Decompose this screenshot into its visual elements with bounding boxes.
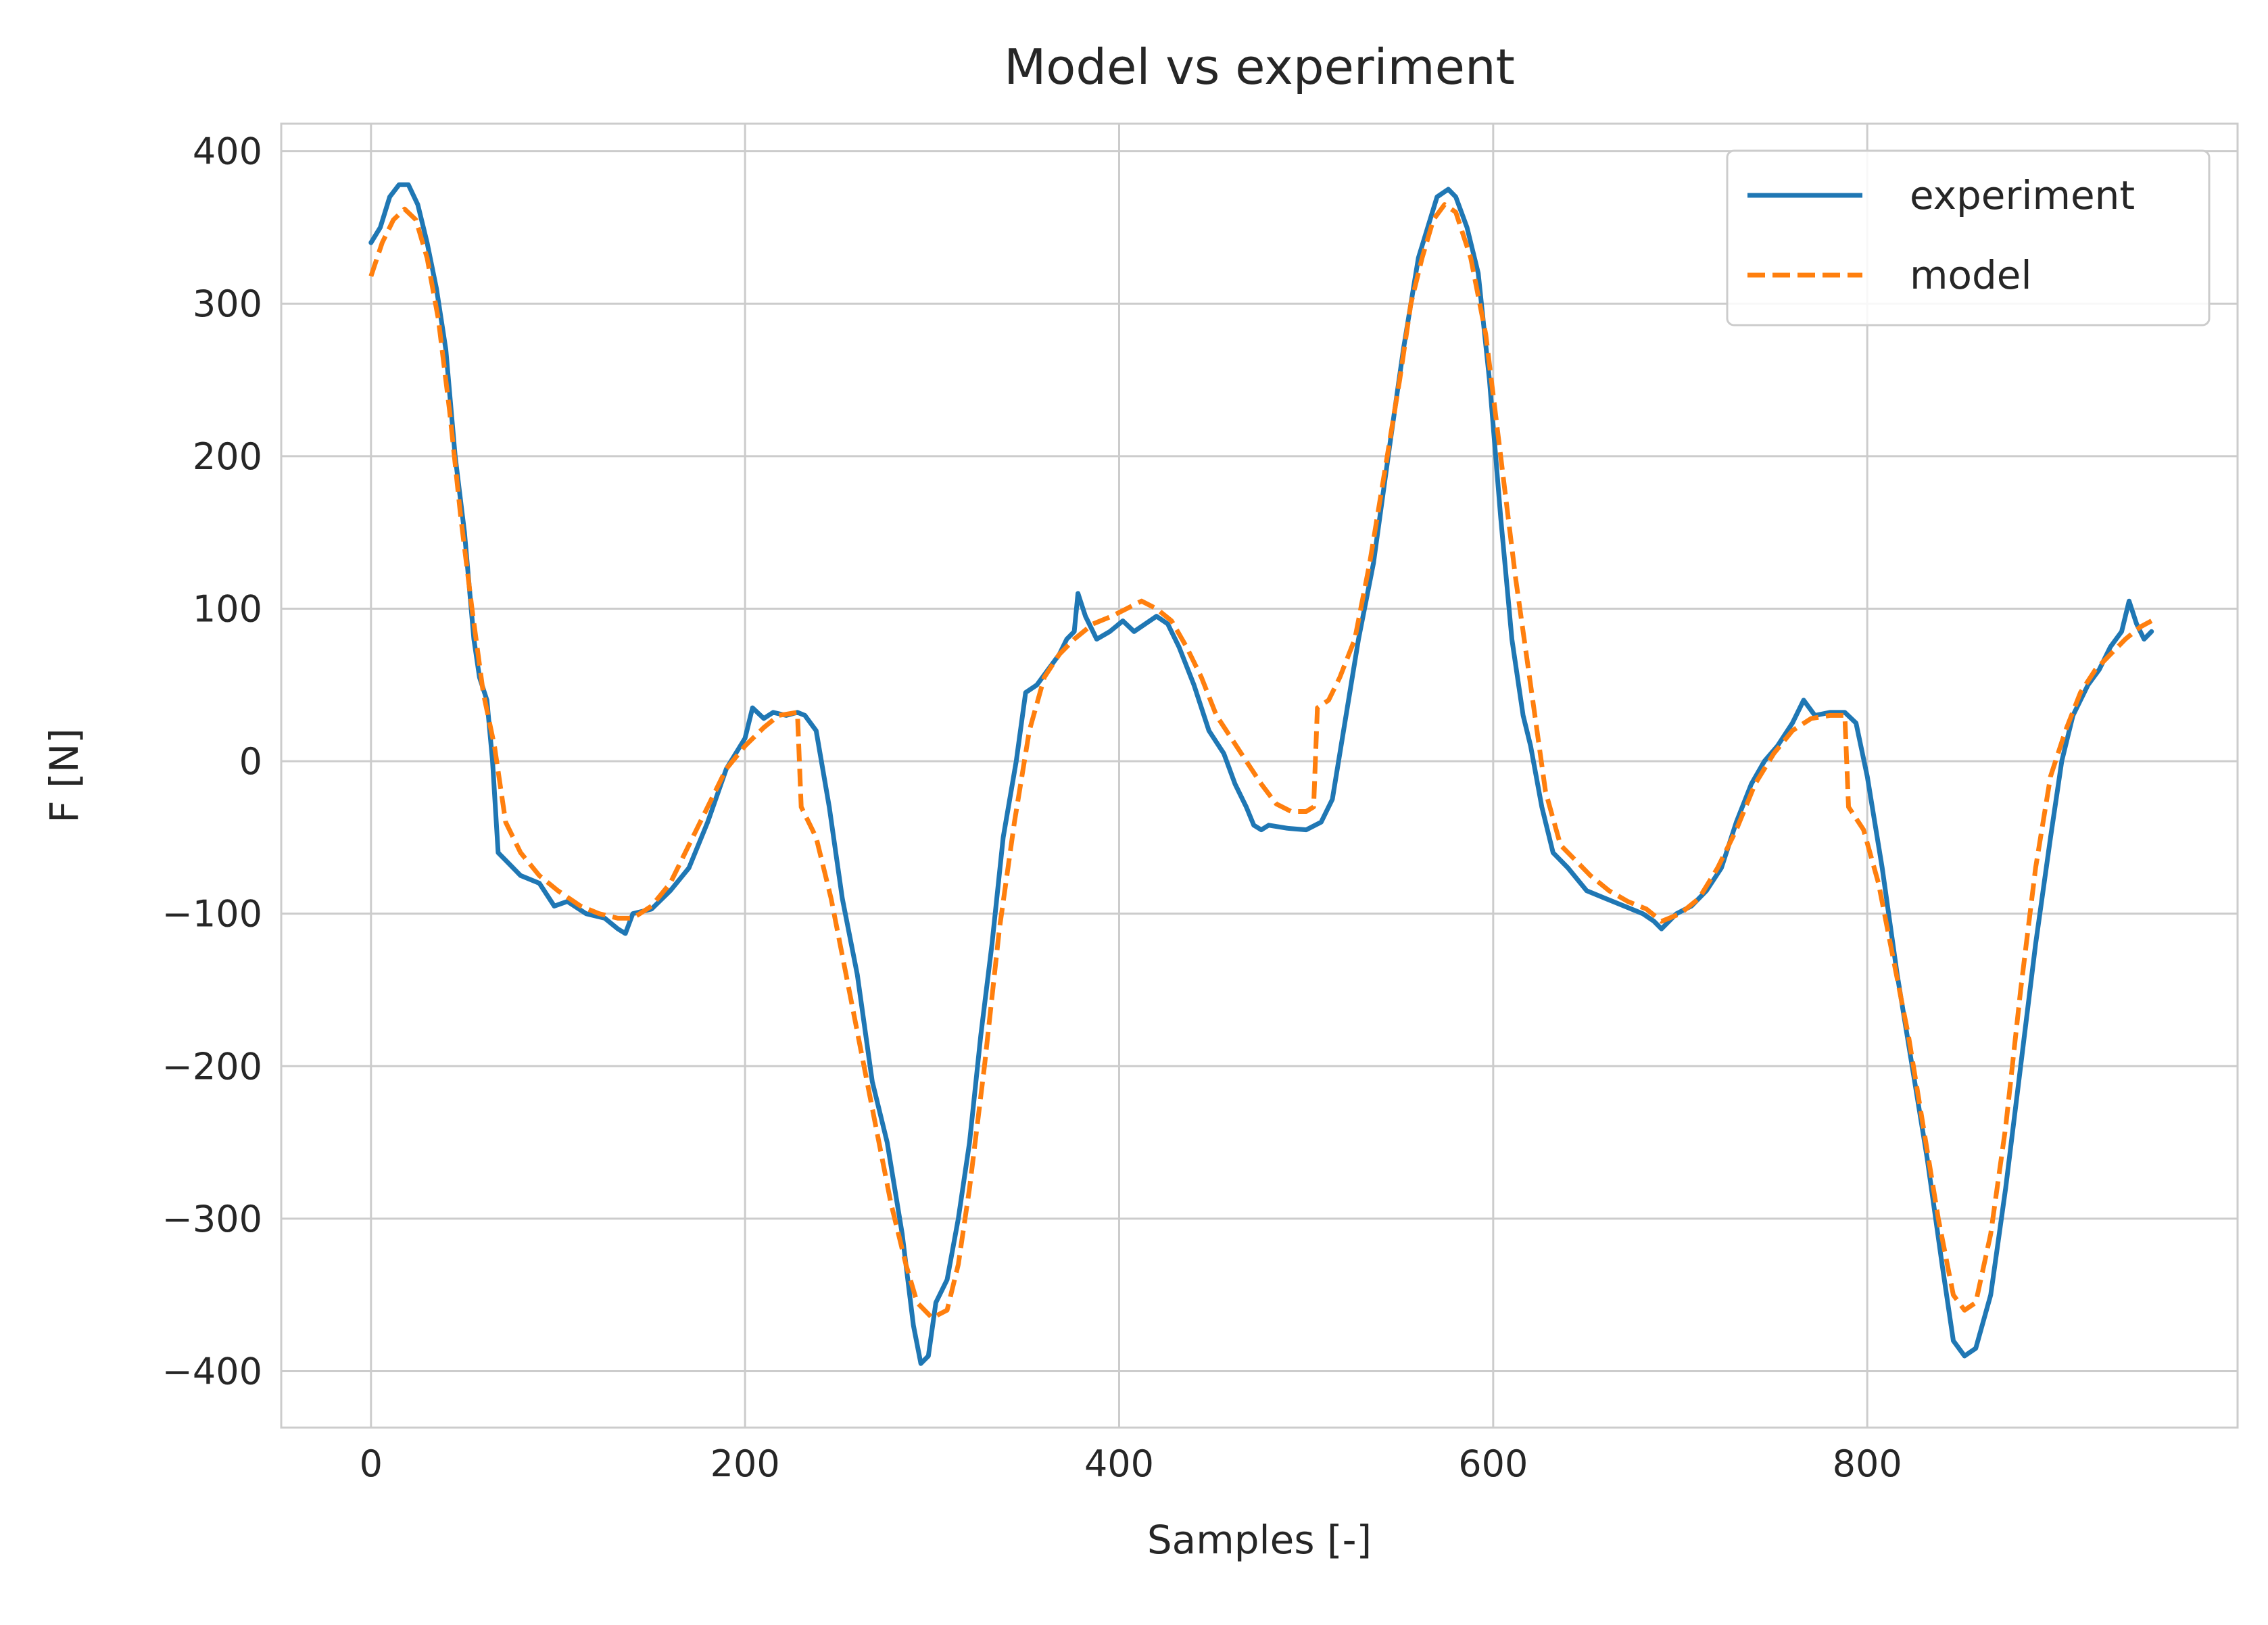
series-line-experiment: [368, 182, 2154, 1366]
grid: [281, 124, 2238, 1428]
y-tick-label: −200: [162, 1045, 262, 1088]
series-line-model: [368, 202, 2153, 1321]
series-group: [368, 182, 2154, 1366]
x-tick-labels: 0 200 400 600 800: [360, 1442, 1902, 1485]
y-tick-label: 400: [193, 130, 262, 173]
y-axis-label: F [N]: [41, 728, 87, 823]
y-tick-label: 0: [239, 740, 262, 783]
x-tick-label: 400: [1084, 1442, 1154, 1485]
y-tick-label: 300: [193, 283, 262, 325]
plot-frame: [280, 122, 2239, 1429]
chart-title: Model vs experiment: [1004, 39, 1515, 95]
y-tick-label: 100: [193, 587, 262, 630]
x-tick-label: 800: [1833, 1442, 1902, 1485]
legend-label-model: model: [1910, 252, 2032, 298]
x-tick-label: 200: [710, 1442, 780, 1485]
y-tick-label: −100: [162, 893, 262, 936]
y-tick-labels: 400 300 200 100 0 −100 −200 −300 −400: [162, 130, 262, 1393]
x-axis-label: Samples [-]: [1147, 1517, 1372, 1563]
y-tick-label: −300: [162, 1198, 262, 1240]
y-tick-label: −400: [162, 1351, 262, 1393]
x-tick-label: 0: [360, 1442, 383, 1485]
x-tick-label: 600: [1458, 1442, 1528, 1485]
legend-label-experiment: experiment: [1910, 172, 2135, 218]
legend: experiment model: [1726, 149, 2211, 326]
y-tick-label: 200: [193, 435, 262, 478]
